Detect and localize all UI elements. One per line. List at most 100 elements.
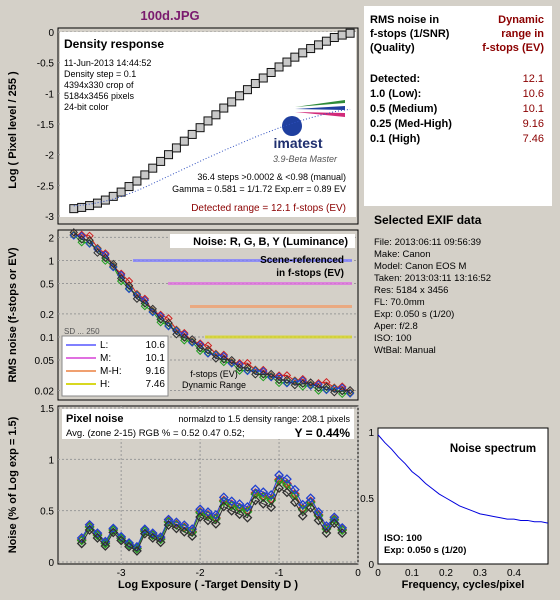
pixel-point (116, 535, 127, 546)
pixel-point (124, 541, 134, 552)
pixel-point (250, 495, 261, 506)
exif-line-6: Exp: 0.050 s (1/20) (374, 309, 454, 320)
table-row-value-0: 12.1 (523, 73, 544, 85)
noise-point (188, 335, 197, 344)
noise-point (298, 379, 307, 388)
noise-point (124, 284, 134, 294)
density-ytick-label: -0.5 (37, 59, 55, 70)
noise-point (203, 345, 213, 355)
scene-ref-line-2: in f-stops (EV) (276, 268, 344, 279)
pixel-point (250, 489, 261, 500)
density-point (124, 182, 134, 192)
density-point (306, 44, 316, 54)
exif-line-3: Taken: 2013:03:11 13:16:52 (374, 273, 491, 284)
pixel-point (139, 528, 150, 539)
pixel-point (100, 541, 111, 551)
dr-note-2: Dynamic Range (182, 380, 246, 390)
noise-ytick-label: 0.5 (40, 279, 54, 290)
density-ytick-label: -1.5 (37, 120, 55, 131)
density-point (203, 116, 213, 126)
table-row-value-4: 7.46 (523, 133, 544, 145)
noise-ytick-label: 0.02 (35, 386, 55, 397)
exif-line-9: WtBal: Manual (374, 345, 436, 356)
noise-ylabel: RMS noise (f-stops or EV) (7, 247, 19, 382)
pixel-yticks: 1.5 1 0.5 0 (40, 404, 54, 569)
exif-line-7: Aper: f/2.8 (374, 321, 418, 332)
noise-ytick-label: 2 (48, 233, 54, 244)
noise-point (85, 236, 94, 245)
pixel-normalized: normalzd to 1.5 density range: 208.1 pix… (178, 414, 350, 424)
density-ytick-label: -2 (45, 151, 54, 162)
noise-point (124, 281, 134, 290)
noise-point (156, 315, 165, 324)
spectrum-ytick-label: 0 (368, 560, 374, 571)
density-box-title: Density response (64, 37, 164, 51)
noise-legend: SD ... 250 L: 10.6 M: 10.1 M-H: 9.16 H: 7.46 (61, 327, 169, 397)
exif-line-8: ISO: 100 (374, 333, 412, 344)
imatest-logo: imatest 3.9-Beta Master (273, 100, 345, 164)
noise-point (345, 386, 355, 395)
spectrum-xtick-label: 0.4 (507, 568, 521, 579)
exif-line-1: Make: Canon (374, 249, 431, 260)
legend-value: 9.16 (146, 366, 166, 377)
table-row-value-2: 10.1 (523, 103, 544, 115)
density-point (179, 136, 189, 146)
pixel-ytick-label: 1 (48, 455, 54, 466)
noise-point (235, 363, 244, 373)
density-info-line-4: 5184x3456 pixels (64, 91, 135, 101)
logo-stripe-blue (295, 106, 345, 110)
density-yticks: 0 -0.5 -1 -1.5 -2 -2.5 -3 (37, 28, 55, 223)
pixel-box-title: Pixel noise (66, 413, 123, 425)
density-point (116, 187, 126, 197)
legend-value: 10.1 (146, 353, 166, 364)
density-point (132, 176, 142, 186)
density-point (77, 202, 87, 212)
legend-label: M: (100, 353, 111, 364)
noise-point (306, 378, 315, 387)
density-point (140, 170, 150, 180)
pixel-point (163, 514, 174, 525)
density-point (242, 85, 252, 95)
pixel-point (313, 515, 324, 526)
exif-line-2: Model: Canon EOS M (374, 261, 466, 272)
pixel-point (92, 528, 103, 539)
table-row-label-4: 0.1 (High) (370, 133, 420, 145)
spectrum-ytick-label: 0.5 (360, 494, 374, 505)
table-header-left-2: f-stops (1/SNR) (370, 28, 450, 40)
pixel-point (108, 527, 119, 538)
pixel-point (337, 522, 348, 533)
density-point (156, 156, 166, 166)
spectrum-xtick-label: 0.2 (439, 568, 453, 579)
density-point (211, 110, 221, 120)
pixel-point (250, 484, 261, 495)
pixel-point (76, 533, 87, 543)
legend-hidden-label: SD ... 250 (64, 327, 100, 336)
table-row-label-2: 0.5 (Medium) (370, 103, 438, 115)
noise-point (148, 307, 157, 317)
pixel-marks (76, 470, 348, 556)
noise-point (282, 375, 292, 385)
pixel-point (297, 510, 308, 521)
pixel-point (218, 492, 229, 503)
density-point (266, 67, 276, 77)
spectrum-iso: ISO: 100 (384, 533, 422, 544)
density-point (345, 28, 355, 38)
table-row-label-0: Detected: (370, 73, 420, 85)
density-point (258, 73, 268, 83)
noise-yticks: 2 1 0.5 0.2 0.1 0.05 0.02 (35, 233, 55, 397)
spectrum-yticks: 10.50 (360, 428, 374, 571)
density-ylabel: Log ( Pixel level / 255 ) (7, 71, 19, 189)
noise-point (93, 248, 102, 257)
density-point (337, 30, 347, 40)
pixel-xlabel: Log Exposure ( -Target Density D ) (118, 579, 298, 591)
pixel-point (305, 493, 316, 504)
spectrum-line (377, 434, 549, 524)
density-point (290, 52, 300, 62)
pixel-point (329, 518, 340, 529)
density-point (227, 97, 237, 107)
noise-ytick-label: 0.2 (40, 310, 54, 321)
density-point (329, 33, 339, 43)
exif-line-5: FL: 70.0mm (374, 297, 425, 308)
dr-note-1: f-stops (EV) (190, 369, 238, 379)
